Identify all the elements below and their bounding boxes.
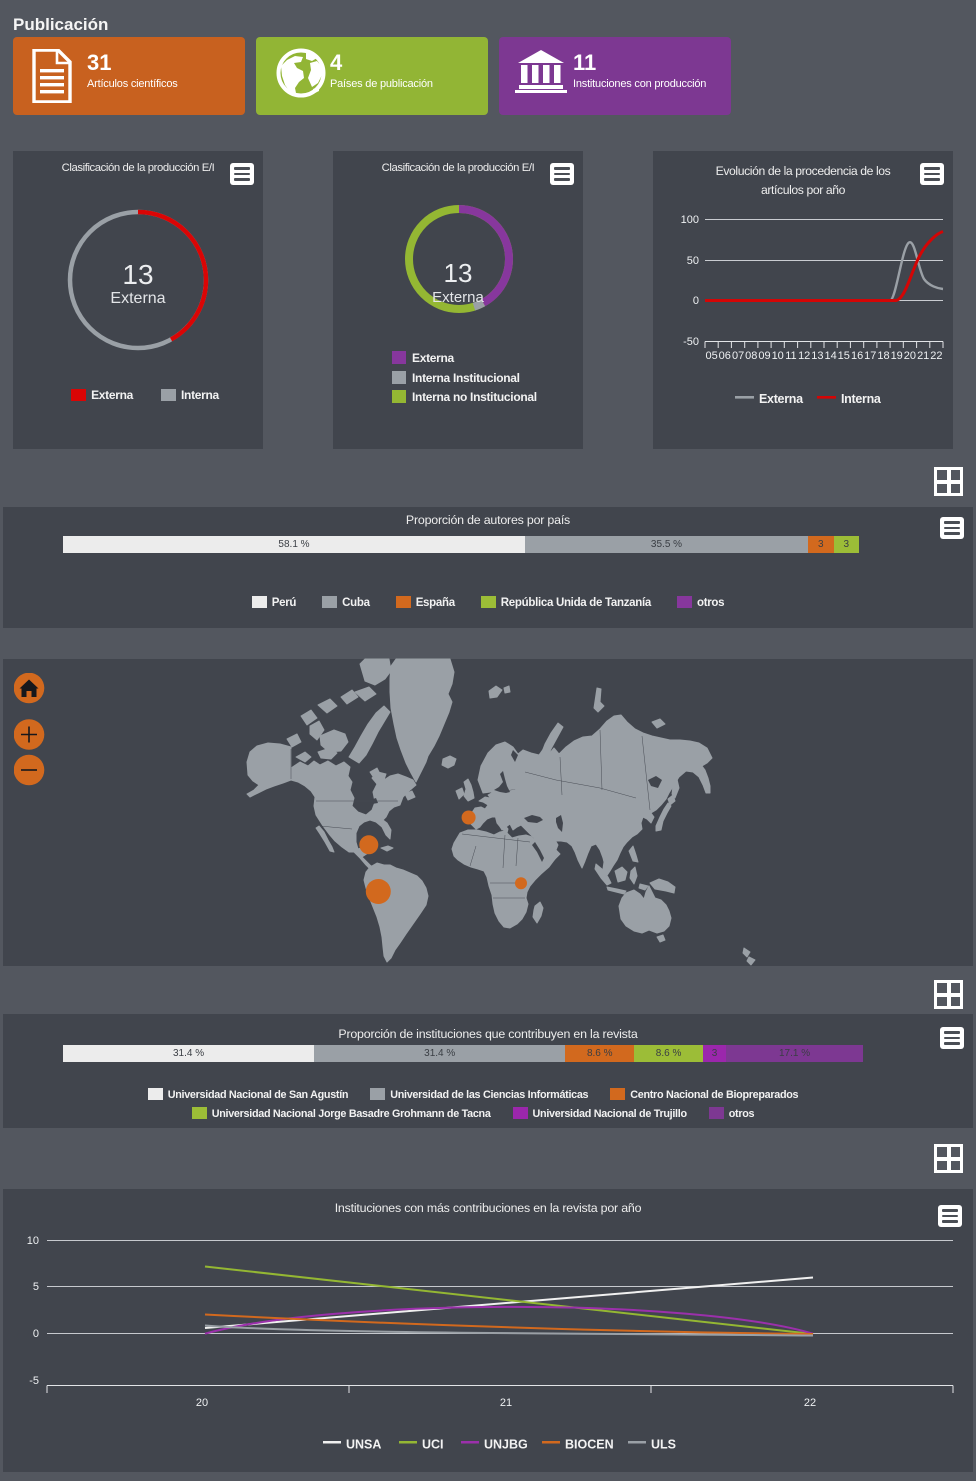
svg-text:14: 14 (824, 350, 836, 362)
svg-text:15: 15 (838, 350, 850, 362)
svg-text:-5: -5 (29, 1375, 39, 1387)
svg-text:Externa: Externa (759, 392, 804, 406)
svg-text:0: 0 (693, 295, 699, 307)
svg-text:11: 11 (785, 350, 796, 362)
svg-text:5: 5 (33, 1281, 39, 1293)
svg-text:20: 20 (904, 350, 916, 362)
svg-text:07: 07 (732, 350, 744, 362)
svg-text:08: 08 (745, 350, 757, 362)
svg-text:22: 22 (804, 1397, 816, 1409)
svg-text:09: 09 (758, 350, 770, 362)
svg-text:UNSA: UNSA (346, 1438, 381, 1452)
svg-text:100: 100 (681, 214, 699, 226)
svg-text:18: 18 (877, 350, 889, 362)
svg-text:06: 06 (719, 350, 731, 362)
svg-text:0: 0 (33, 1328, 39, 1340)
svg-text:16: 16 (851, 350, 863, 362)
svg-text:20: 20 (196, 1397, 208, 1409)
svg-text:12: 12 (798, 350, 810, 362)
svg-text:19: 19 (891, 350, 903, 362)
svg-text:17: 17 (864, 350, 876, 362)
svg-text:10: 10 (27, 1235, 39, 1247)
svg-text:UNJBG: UNJBG (484, 1438, 528, 1452)
svg-text:ULS: ULS (651, 1438, 676, 1452)
svg-text:10: 10 (772, 350, 784, 362)
svg-text:50: 50 (687, 255, 699, 267)
svg-text:05: 05 (705, 350, 717, 362)
svg-text:BIOCEN: BIOCEN (565, 1438, 614, 1452)
svg-text:21: 21 (917, 350, 929, 362)
svg-text:22: 22 (930, 350, 942, 362)
svg-text:-50: -50 (683, 336, 699, 348)
svg-text:Interna: Interna (841, 392, 882, 406)
svg-text:UCI: UCI (422, 1438, 444, 1452)
svg-text:13: 13 (811, 350, 823, 362)
svg-text:21: 21 (500, 1397, 512, 1409)
